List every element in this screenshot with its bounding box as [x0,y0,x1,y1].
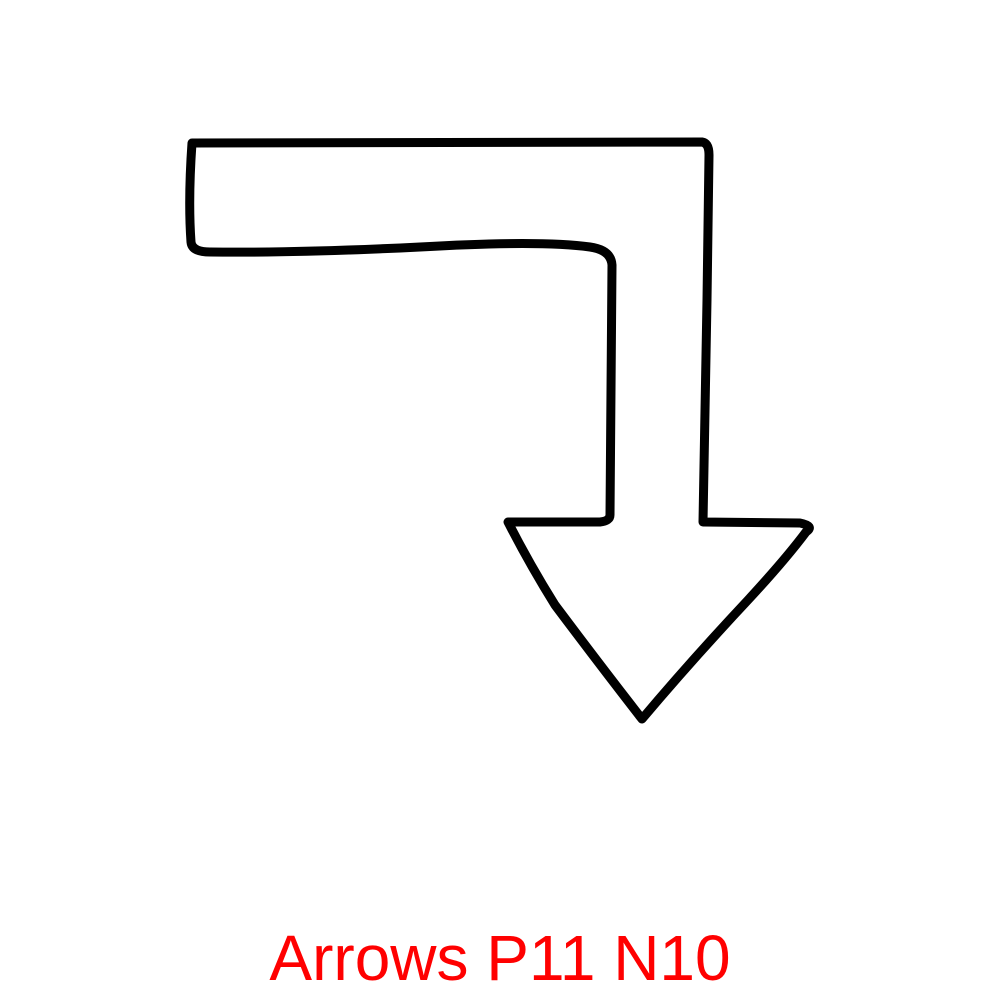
bent-arrow-right-then-down-icon [185,137,814,724]
image-caption: Arrows P11 N10 [269,922,731,994]
